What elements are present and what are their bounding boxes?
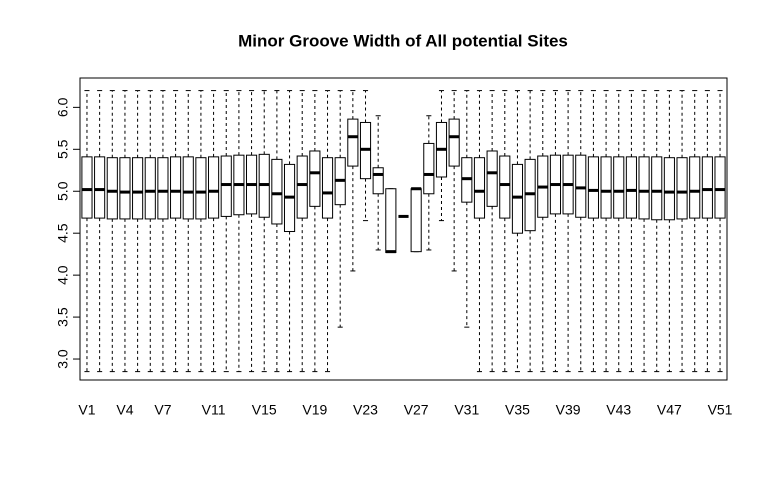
box [372,167,384,195]
box [714,156,726,219]
box [296,155,308,219]
box [638,156,650,220]
box [689,156,701,219]
box [81,156,93,219]
box [132,157,144,220]
y-tick-label: 5.5 [55,139,71,159]
box [587,156,599,219]
box [575,154,587,218]
box [170,156,182,219]
box [473,157,486,219]
x-tick-label: V43 [606,402,631,418]
y-tick-label: 4.5 [55,223,71,243]
box [701,156,713,219]
box [423,142,435,195]
box [663,157,675,221]
box [347,118,359,167]
box [613,156,625,219]
y-tick-label: 4.0 [55,265,71,285]
box [271,158,283,225]
box [676,157,688,220]
box [600,156,612,219]
box [309,150,321,207]
x-tick-label: V11 [202,402,226,418]
box [119,157,131,220]
box [486,150,498,207]
box [651,156,663,221]
box [208,156,220,219]
x-tick-label: V7 [154,402,171,418]
box [511,163,524,234]
box [410,188,422,253]
y-tick-label: 6.0 [55,97,71,117]
box [321,157,334,219]
x-tick-label: V15 [252,402,277,418]
y-tick-label: 3.5 [55,307,71,327]
x-tick-label: V47 [657,402,682,418]
box [144,157,156,220]
plot-frame [79,77,728,381]
chart-title: Minor Groove Width of All potential Site… [238,31,568,50]
x-tick-label: V27 [404,402,429,418]
x-tick-label: V35 [505,402,530,418]
box [157,157,169,220]
x-tick-label: V23 [353,402,378,418]
box [106,157,118,220]
box [499,155,511,219]
box [182,156,194,220]
y-tick-label: 5.0 [55,181,71,201]
x-tick-label: V19 [302,402,327,418]
y-tick-label: 3.0 [55,349,71,369]
x-tick-label: V39 [556,402,581,418]
box [625,156,637,219]
x-tick-label: V51 [708,402,733,418]
box [220,155,232,217]
x-tick-label: V4 [116,402,133,418]
x-tick-label: V31 [454,402,479,418]
x-tick-label: V1 [78,402,95,418]
box [385,188,397,253]
box [94,156,106,219]
box [195,157,207,220]
box [448,118,460,167]
